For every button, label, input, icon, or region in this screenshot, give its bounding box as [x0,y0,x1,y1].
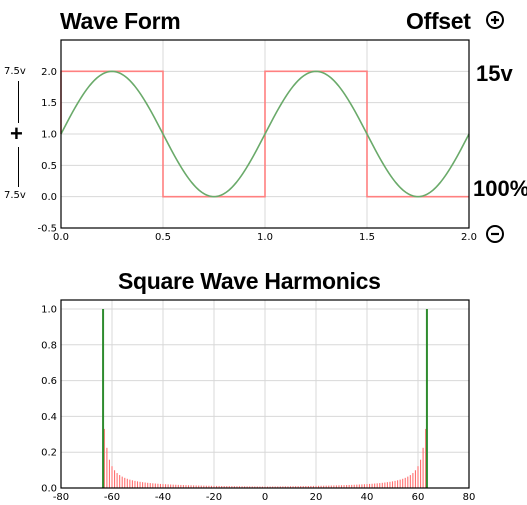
waveform-y-tick-label: 1.0 [41,130,57,141]
waveform-y-tick-label: 0.0 [41,192,57,203]
waveform-chart: 0.0 0.5 1.0 1.5 2.0-0.50.00.51.01.52.0 [37,39,477,243]
harmonics-x-tick-label: 0 [262,492,268,503]
waveform-y-tick-label: 0.5 [41,161,57,172]
offset-decrease-button[interactable] [486,225,504,243]
waveform-frame [60,39,470,229]
minus-circle-icon [491,232,499,236]
harmonics-x-tick-label: -60 [104,492,120,503]
duty-value: 100% [473,176,527,201]
amplitude-top-label: 7.5v [4,66,26,77]
waveform-y-tick-label: 1.5 [41,98,57,109]
waveform-x-tick-label: 0.0 [53,232,69,243]
waveform-x-tick-label: 2.0 [461,232,477,243]
sine-wave-line [60,70,470,198]
plus-circle-icon [491,16,499,24]
harmonics-y-tick-label: 0.6 [41,376,57,387]
harmonics-chart: -80 -60 -40 -20 0 20 40 60 80 0.0 0.2 0.4 0.6 0.8 1.0 [41,299,476,503]
harmonics-frame [60,299,470,489]
amplitude-bottom-label: 7.5v [4,190,26,201]
amplitude-line-bottom [18,147,19,187]
waveform-title: Wave Form [60,8,181,34]
harmonics-x-tick-label: 60 [412,492,425,503]
square-wave-line [60,70,469,198]
amplitude-line-top [18,81,19,123]
waveform-x-tick-label: 1.5 [359,232,375,243]
offset-label: Offset [406,8,471,34]
harmonics-x-tick-label: -80 [53,492,69,503]
waveform-y-tick-label: -0.5 [37,224,57,235]
harmonics-y-tick-label: 0.8 [41,340,57,351]
voltage-value: 15v [476,61,513,86]
waveform-x-tick-label: 0.5 [155,232,171,243]
harmonics-y-tick-label: 0.2 [41,448,57,459]
harmonics-x-tick-label: -20 [206,492,222,503]
waveform-x-tick-label: 1.0 [257,232,273,243]
harmonics-x-tick-label: 20 [310,492,323,503]
harmonics-x-tick-label: -40 [155,492,171,503]
harmonics-x-tick-label: 40 [361,492,374,503]
harmonics-y-tick-label: 1.0 [41,304,57,315]
offset-increase-button[interactable] [486,11,504,29]
harmonics-x-tick-label: 80 [463,492,476,503]
waveform-y-tick-label: 2.0 [41,67,57,78]
harmonics-title: Square Wave Harmonics [118,268,381,294]
amplitude-plus-icon[interactable]: + [10,121,23,146]
harmonics-y-tick-label: 0.0 [41,484,57,495]
harmonics-y-tick-label: 0.4 [41,412,57,423]
